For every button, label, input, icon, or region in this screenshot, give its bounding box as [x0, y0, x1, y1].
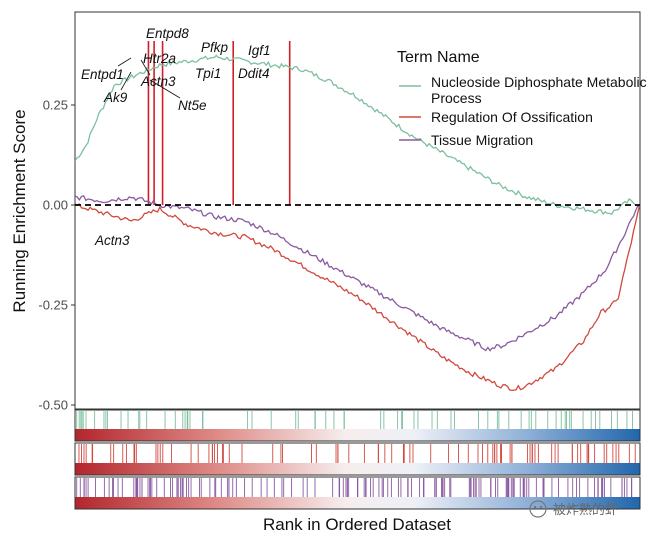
gene-label: Actn3 — [94, 233, 130, 248]
leader-line — [117, 57, 132, 67]
y-tick-label: 0.25 — [43, 98, 68, 113]
gene-labels: Entpd8 Htr2a Pfkp Igf1 Entpd1 Actn3 Tpi1… — [81, 26, 271, 248]
y-tick-label: -0.25 — [38, 298, 68, 313]
legend-label: Nucleoside Diphosphate Metabolic — [431, 74, 647, 90]
leader-line — [140, 59, 151, 76]
wechat-icon-dot — [533, 505, 537, 509]
gene-label: Ddit4 — [238, 66, 270, 81]
series-line — [75, 54, 640, 216]
gene-label: Pfkp — [201, 40, 229, 55]
series-line — [75, 203, 640, 392]
gene-label: Tpi1 — [195, 66, 221, 81]
highlight-bars — [147, 41, 291, 205]
legend-label: Process — [431, 90, 482, 106]
rank-panel — [74, 442, 641, 476]
gene-label: Entpd1 — [81, 67, 124, 82]
legend: Term Name Nucleoside Diphosphate Metabol… — [397, 49, 647, 148]
gene-label: Entpd8 — [146, 26, 189, 41]
gene-label: Actn3 — [140, 74, 176, 89]
watermark: 被炸熟的虾 — [529, 500, 618, 518]
legend-label: Regulation Of Ossification — [431, 109, 593, 125]
series-line — [75, 195, 640, 352]
rank-panel — [74, 476, 641, 510]
y-axis-title: Running Enrichment Score — [10, 109, 29, 312]
gene-label: Nt5e — [178, 98, 207, 113]
wechat-icon — [529, 500, 547, 518]
rank-heat-strip — [75, 463, 640, 475]
rank-panel — [74, 408, 641, 442]
y-ticks: 0.25 0.00 -0.25 -0.50 — [38, 98, 75, 413]
leader-line — [120, 71, 132, 91]
legend-title: Term Name — [397, 49, 480, 66]
x-axis-title: Rank in Ordered Dataset — [263, 515, 451, 534]
gene-label: Igf1 — [248, 43, 271, 58]
watermark-text: 被炸熟的虾 — [553, 502, 618, 518]
curves — [75, 54, 640, 392]
rank-heat-strip — [75, 497, 640, 509]
gene-label: Htr2a — [143, 51, 177, 66]
leader-line — [149, 79, 181, 99]
y-tick-label: 0.00 — [43, 198, 68, 213]
wechat-icon-dot — [539, 505, 543, 509]
legend-label: Tissue Migration — [431, 132, 533, 148]
gene-label: Ak9 — [103, 90, 128, 105]
rank-panels — [74, 408, 641, 510]
rank-heat-strip — [75, 429, 640, 441]
y-tick-label: -0.50 — [38, 398, 68, 413]
main-panel — [74, 11, 641, 411]
